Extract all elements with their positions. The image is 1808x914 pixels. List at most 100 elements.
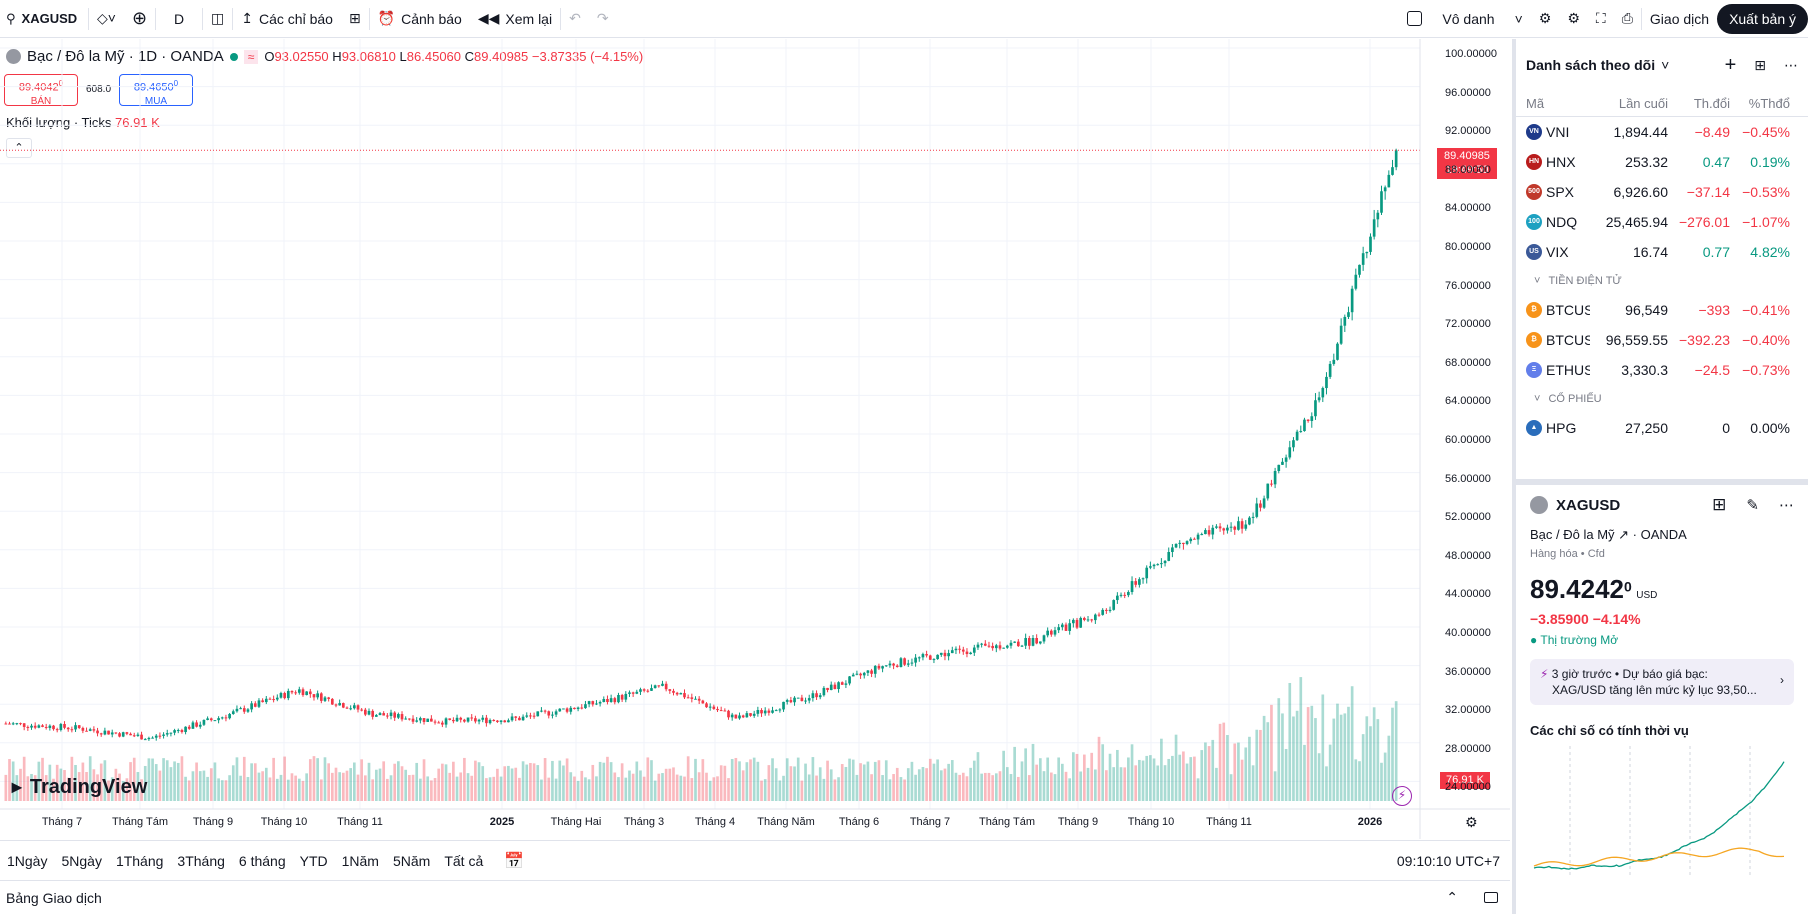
candle-body [723,710,727,712]
snapshot-button[interactable]: ⎙ [1614,0,1641,38]
volume-bar [895,767,899,801]
high-label: H [332,49,342,64]
quick-search-button[interactable]: ⚙ [1538,10,1552,26]
add-symbol-button[interactable]: ⊕ [124,0,155,38]
fullscreen-button[interactable]: ⛶ [1588,0,1614,38]
candle-body [598,702,602,704]
sell-button[interactable]: 89.40420 BÁN [4,74,78,107]
volume-bar [1068,778,1072,801]
trade-button[interactable]: Giao dịch [1649,10,1710,27]
col-change[interactable]: Th.đổi [1693,96,1730,111]
market-status[interactable]: Thị trường Mở [1540,633,1619,647]
templates-button[interactable]: ⊞ [341,0,369,38]
volume-bar [195,762,198,801]
lightning-icon[interactable]: ⚡ [1392,786,1412,806]
trading-panel-tab[interactable]: Bảng Giao dịch [6,889,102,906]
chart-type-button[interactable]: ◫ [203,0,232,38]
external-link-icon[interactable]: ↗ [1618,527,1630,542]
price-tick: 96.00000 [1445,86,1491,99]
candle-body [785,700,789,702]
redo-button[interactable]: ↷ [596,10,609,26]
more-icon[interactable]: ⋯ [1779,497,1794,514]
range-button[interactable]: 6 tháng [238,852,286,869]
range-button[interactable]: 1Ngày [7,852,48,869]
detail-symbol[interactable]: XAGUSD [1556,496,1621,514]
range-button[interactable]: 5Năm [392,852,431,869]
edit-icon[interactable]: ✎ [1746,497,1759,514]
calendar-icon[interactable]: 📅 [504,852,525,870]
seasonal-chart[interactable] [1530,746,1792,876]
alerts-button[interactable]: ⏰ Cảnh báo [370,0,470,38]
candle-body [789,700,793,703]
watchlist-row[interactable]: ₿ BTCUS 96,559.55 −392.23 −0.40% [1516,325,1808,355]
volume-bar [595,776,598,801]
settings-button[interactable]: ⚙ [1559,0,1588,38]
undo-button[interactable]: ↶ [569,10,581,26]
candle-body [961,649,965,652]
publish-button[interactable]: Xuất bản ý [1717,3,1808,34]
seasonal-title[interactable]: Các chỉ số có tính thời vụ [1530,723,1689,738]
volume-bar [1152,758,1156,801]
range-button[interactable]: YTD [299,852,328,869]
range-button[interactable]: 3Tháng [177,852,225,869]
range-button[interactable]: 1Tháng [115,852,164,869]
range-button[interactable]: 1Năm [341,852,379,869]
watchlist-row[interactable]: 500 SPX 6,926.60 −37.14 −0.53% [1516,177,1808,207]
watchlist-row[interactable]: ₿ BTCUS 96,549 −393 −0.41% [1516,295,1808,325]
buy-button[interactable]: 89.46500 MUA [119,74,193,107]
candle-body [576,707,580,710]
watchlist-section[interactable]: ˅ CỔ PHIẾU [1516,385,1808,413]
candle-body [606,699,609,703]
symbol-search[interactable]: ⚲ XAGUSD [0,0,88,38]
detail-description[interactable]: Bạc / Đô la Mỹ [1530,527,1615,542]
watchlist-row[interactable]: US VIX 16.74 0.77 4.82% [1516,237,1808,267]
chevron-down-icon[interactable]: ˅ [1661,57,1670,73]
tradingview-logo[interactable]: ► TradingView [8,776,147,799]
range-button[interactable]: Tất cả [444,852,484,869]
axis-settings-icon[interactable]: ⚙ [1465,814,1478,830]
watchlist-row[interactable]: 100 NDQ 25,465.94 −276.01 −1.07% [1516,207,1808,237]
candle-body [286,690,290,699]
chart-title[interactable]: Bạc / Đô la Mỹ · 1D · OANDA [27,48,224,65]
compare-button[interactable]: ◇˅ [89,0,124,38]
news-item[interactable]: ⚡ 3 giờ trước • Dự báo giá bạc: XAG/USD … [1530,659,1794,705]
watchlist-title[interactable]: Danh sách theo dõi [1526,57,1656,73]
volume-bar [198,771,202,801]
row-percent: −1.07% [1742,214,1790,230]
indicators-button[interactable]: ↥ Các chỉ báo [233,0,341,38]
volume-legend[interactable]: Khối lượng · Ticks 76.91 K [6,115,160,130]
col-symbol[interactable]: Mã [1526,96,1545,111]
volume-bar [701,759,705,801]
candle-body [1141,578,1145,580]
watchlist-row[interactable]: VN VNI 1,894.44 −8.49 −0.45% [1516,117,1808,147]
volume-bar [397,761,400,801]
col-last[interactable]: Lần cuối [1618,96,1668,111]
maximize-icon[interactable] [1484,892,1498,903]
watchlist-row[interactable]: Ξ ETHUS 3,330.3 −24.5 −0.73% [1516,355,1808,385]
candle-body [840,682,844,685]
candle-body [749,713,752,716]
volume-bar [275,778,279,801]
add-symbol-icon[interactable]: + [1724,53,1737,76]
candle-body [628,692,631,694]
volume-bar [1350,686,1354,801]
interval-button[interactable]: D [173,10,185,27]
chevron-up-icon[interactable]: ⌃ [1446,889,1458,905]
candle-body [202,719,206,725]
watchlist-layout-icon[interactable]: ⊞ [1754,56,1766,73]
grid-icon[interactable]: ⊞ [1712,495,1727,514]
more-icon[interactable]: ⋯ [1784,56,1798,73]
range-button[interactable]: 5Ngày [61,852,102,869]
replay-button[interactable]: ◀◀ Xem lại [470,0,560,38]
watchlist-row[interactable]: ▲ HPG 27,250 0 0.00% [1516,413,1808,443]
collapse-legend-button[interactable]: ⌃ [6,138,32,158]
volume-bar [30,773,33,801]
volume-bar [224,780,228,801]
clock-text[interactable]: 09:10:10 UTC+7 [1396,852,1500,869]
candle-body [1240,521,1244,529]
col-percent[interactable]: %Thđổ [1748,96,1790,111]
price-chart[interactable] [0,39,1510,839]
watchlist-section[interactable]: ˅ TIỀN ĐIỆN TỬ [1516,267,1808,295]
layout-selector[interactable]: Vô danh ˅ [1399,0,1530,38]
watchlist-row[interactable]: HN HNX 253.32 0.47 0.19% [1516,147,1808,177]
